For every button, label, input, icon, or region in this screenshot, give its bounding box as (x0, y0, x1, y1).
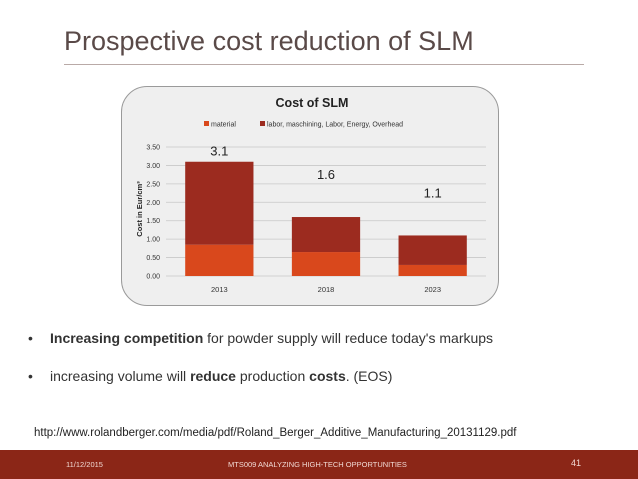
y-tick-label: 2.00 (146, 200, 160, 207)
chart-bars (185, 161, 467, 276)
bullet-text: production (235, 368, 310, 384)
bullet-item-competition: • Increasing competition for powder suppl… (28, 330, 493, 346)
footer-bar: 11/12/2015 MTS009 ANALYZING HIGH-TECH OP… (0, 450, 638, 479)
x-axis-ticks: 2013 2018 2023 (211, 285, 441, 294)
y-tick-label: 1.50 (146, 218, 160, 225)
legend-label-labor: labor, maschining, Labor, Energy, Overhe… (267, 122, 403, 129)
bullet-bold-text: Increasing competition (50, 330, 204, 346)
y-tick-label: 3.00 (146, 163, 160, 170)
bar-total-label: 3.1 (210, 144, 228, 159)
chart-container: Cost of SLM material labor, maschining, … (121, 86, 499, 306)
cost-of-slm-chart: Cost of SLM material labor, maschining, … (135, 96, 486, 294)
slide-title: Prospective cost reduction of SLM (64, 26, 474, 56)
x-tick-label: 2013 (211, 285, 228, 294)
legend-swatch-material (204, 121, 209, 126)
bullet-bold-text: costs (309, 368, 346, 384)
bullet-dot: • (28, 330, 33, 346)
title-divider (64, 64, 584, 65)
bullet-text: . (EOS) (345, 368, 393, 384)
footer-page-number: 41 (571, 458, 582, 468)
chart-legend: material labor, maschining, Labor, Energ… (204, 121, 403, 129)
bullet-dot: • (28, 368, 33, 384)
bar-total-labels: 3.1 1.6 1.1 (210, 144, 441, 201)
bar-total-label: 1.6 (317, 167, 335, 182)
footer-course-title: MTS009 ANALYZING HIGH-TECH OPPORTUNITIES (228, 460, 407, 469)
y-tick-label: 3.50 (146, 145, 160, 152)
bullet-text: increasing volume will (50, 368, 191, 384)
y-tick-label: 0.00 (146, 274, 160, 281)
bar-2013-material (185, 244, 254, 276)
bar-2023-labor (398, 235, 467, 265)
y-axis-ticks: 0.00 0.50 1.00 1.50 2.00 2.50 3.00 3.50 (146, 145, 160, 281)
y-tick-label: 0.50 (146, 255, 160, 262)
source-link[interactable]: http://www.rolandberger.com/media/pdf/Ro… (34, 427, 517, 439)
bullet-text: for powder supply will reduce today's ma… (203, 330, 494, 346)
bar-2023-material (398, 264, 467, 276)
y-axis-label: Cost in Eur/cm³ (135, 181, 144, 237)
footer-date: 11/12/2015 (66, 460, 103, 469)
x-tick-label: 2023 (424, 285, 441, 294)
bar-total-label: 1.1 (424, 185, 442, 200)
y-tick-label: 1.00 (146, 237, 160, 244)
bar-2018-labor (291, 217, 361, 253)
legend-label-material: material (211, 122, 236, 129)
bar-2013-labor (185, 161, 254, 245)
bullet-bold-text: reduce (190, 368, 236, 384)
chart-title: Cost of SLM (276, 96, 349, 110)
legend-swatch-labor (260, 121, 265, 126)
x-tick-label: 2018 (318, 285, 335, 294)
bullet-item-volume: • increasing volume will reduce productio… (28, 368, 392, 384)
bar-2018-material (291, 252, 361, 276)
y-tick-label: 2.50 (146, 181, 160, 188)
